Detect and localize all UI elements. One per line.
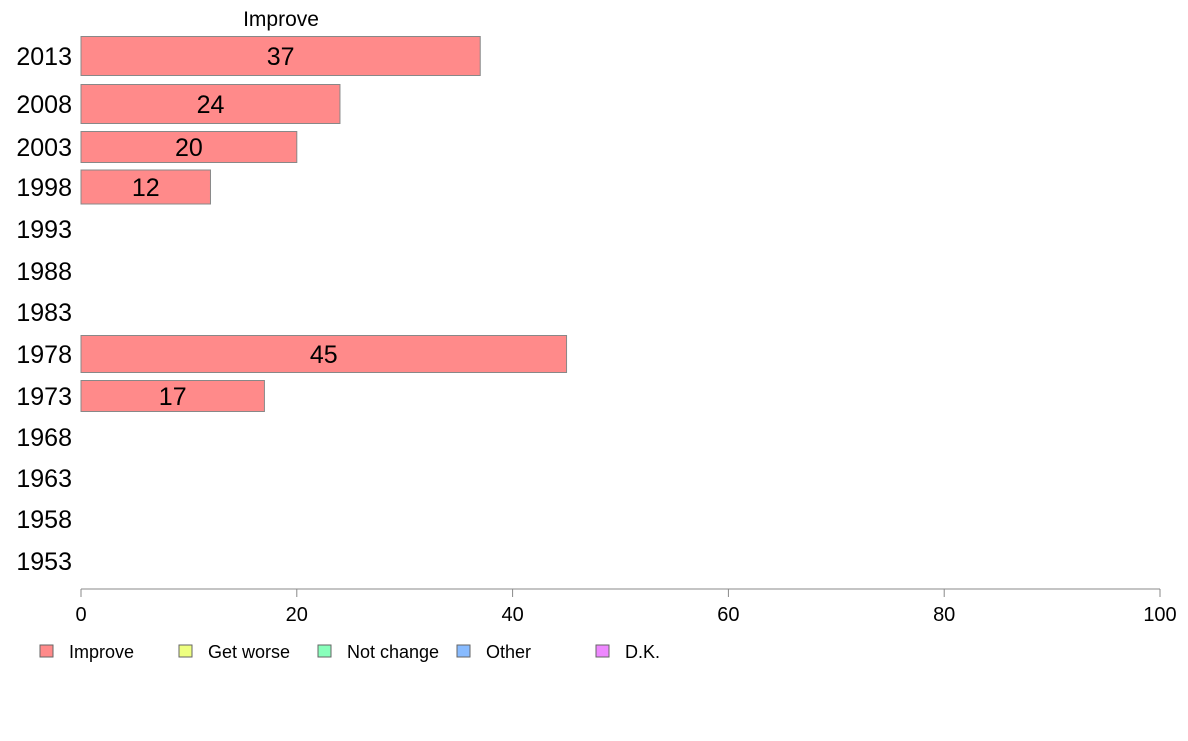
x-tick-label: 80 [933, 604, 955, 626]
y-tick-label: 1998 [16, 174, 72, 202]
data-label: 37 [267, 43, 295, 71]
y-tick-label: 2008 [16, 91, 72, 119]
y-tick-label: 1988 [16, 258, 72, 286]
data-label: 17 [159, 383, 187, 411]
y-tick-label: 1993 [16, 216, 72, 244]
y-axis-labels: 2013 2008 2003 1998 1993 1988 1983 1978 1973 1968… [16, 43, 72, 576]
x-axis: 0 20 40 60 80 100 [75, 588, 1177, 626]
y-tick-label: 2003 [16, 134, 72, 162]
bar [80, 380, 265, 412]
y-tick-label: 1978 [16, 341, 72, 369]
legend: Improve Get worse Not change Other D.K. [39, 642, 660, 662]
x-tick-label: 40 [501, 604, 523, 626]
legend-label: Improve [69, 642, 134, 662]
x-tick-label: 60 [717, 604, 739, 626]
y-tick-label: 1958 [16, 506, 72, 534]
legend-label: Get worse [208, 642, 290, 662]
x-tick-label: 20 [286, 604, 308, 626]
chart-title: Improve [243, 8, 319, 31]
y-tick-label: 1953 [16, 548, 72, 576]
bars: 37 24 20 12 45 17 [80, 36, 568, 412]
x-tick-label: 100 [1143, 604, 1176, 626]
bar [80, 169, 211, 205]
bar [80, 335, 568, 373]
bar [80, 36, 481, 76]
y-tick-label: 1963 [16, 465, 72, 493]
data-label: 24 [197, 91, 225, 119]
data-label: 12 [132, 174, 160, 202]
legend-swatch [39, 644, 54, 658]
bar [80, 131, 298, 163]
y-tick-label: 1968 [16, 424, 72, 452]
y-tick-label: 1983 [16, 299, 72, 327]
y-tick-label: 2013 [16, 43, 72, 71]
legend-label: Other [486, 642, 531, 662]
y-tick-label: 1973 [16, 383, 72, 411]
bar [80, 84, 341, 124]
legend-swatch [178, 644, 193, 658]
x-tick-label: 0 [75, 604, 86, 626]
data-label: 45 [310, 341, 338, 369]
data-label: 20 [175, 134, 203, 162]
legend-label: Not change [347, 642, 439, 662]
legend-label: D.K. [625, 642, 660, 662]
legend-swatch [595, 644, 610, 658]
legend-swatch [456, 644, 471, 658]
legend-swatch [317, 644, 332, 658]
